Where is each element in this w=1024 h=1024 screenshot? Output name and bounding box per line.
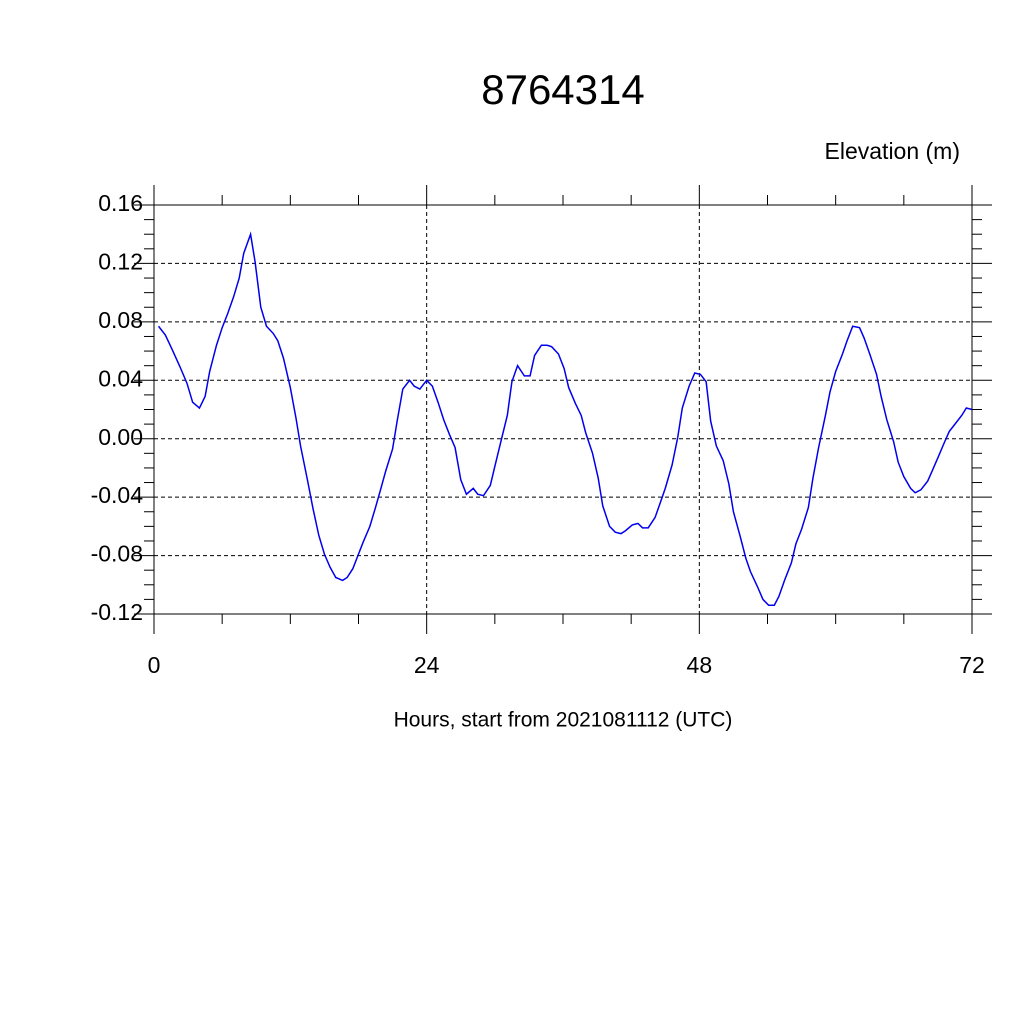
y-tick-label: 0.12 [98,249,143,275]
y-tick-label: 0.00 [98,424,143,450]
x-tick-label: 0 [148,652,161,678]
chart-title: 8764314 [481,66,645,113]
y-tick-label: -0.04 [91,482,144,508]
y-tick-label: -0.08 [91,541,143,567]
data-line [157,231,973,606]
y-tick-label: -0.12 [91,599,143,625]
x-tick-label: 24 [414,652,440,678]
y-tick-label: 0.08 [98,307,143,333]
y-tick-label: 0.04 [98,365,143,391]
x-tick-label: 48 [687,652,713,678]
plot-frame [153,204,973,615]
y-tick-label: 0.16 [98,190,143,216]
x-tick-label: 72 [959,652,985,678]
x-axis-label: Hours, start from 2021081112 (UTC) [394,709,733,732]
y-axis-label: Elevation (m) [825,138,960,164]
